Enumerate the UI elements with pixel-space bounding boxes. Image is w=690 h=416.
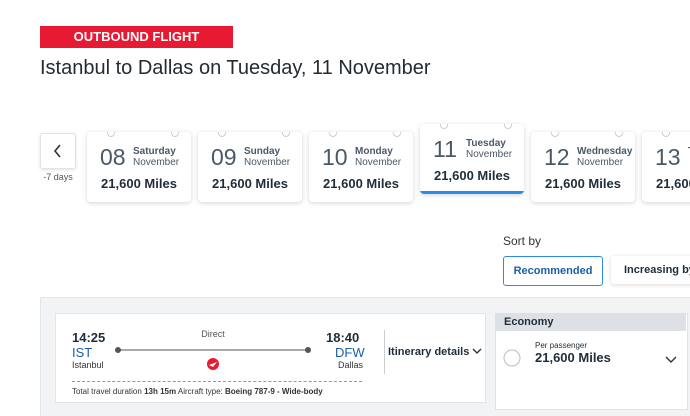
sort-label: Sort by <box>503 234 542 248</box>
date-price: 21,600 Miles <box>323 176 399 191</box>
selected-indicator <box>420 191 524 194</box>
weekday: Wednesday <box>577 146 633 157</box>
duration-label: Total travel duration <box>72 387 142 396</box>
calendar-ring <box>662 132 670 137</box>
cabin-text: Economy <box>504 316 554 328</box>
itinerary-details[interactable]: Itinerary details <box>388 346 482 358</box>
day-number: 11 <box>433 136 457 162</box>
date-price: 21,600 Miles <box>656 176 690 191</box>
calendar-ring <box>107 132 115 137</box>
aircraft: Boeing 787-9 - Wide-body <box>225 387 323 396</box>
calendar-ring <box>440 124 448 129</box>
date-card[interactable]: 10 Monday November 21,600 Miles <box>309 132 413 202</box>
sort-option[interactable]: Increasing by <box>611 256 690 284</box>
prev-button[interactable] <box>40 133 76 169</box>
calendar-ring <box>282 132 290 137</box>
fare-cabin: Economy <box>495 313 686 331</box>
page-title: Istanbul to Dallas on Tuesday, 11 Novemb… <box>40 57 431 79</box>
badge: OUTBOUND FLIGHT <box>40 26 233 48</box>
arrival-time: 18:40 <box>326 330 360 345</box>
day-number: 13 <box>655 144 681 170</box>
chevron-icon <box>472 348 482 354</box>
weekday: T <box>688 146 690 157</box>
day-number: 10 <box>322 144 348 170</box>
day-number: 09 <box>211 144 237 170</box>
calendar-ring <box>393 132 401 137</box>
duration: 13h 15m <box>144 387 177 396</box>
per-passenger: Per passenger <box>535 341 588 350</box>
travel-info: Total travel duration 13h 15m Aircraft t… <box>72 387 323 396</box>
month: November <box>355 157 402 168</box>
calendar-ring <box>218 132 226 137</box>
weekday: Sunday <box>244 146 281 157</box>
flight-card <box>55 313 486 403</box>
aircraft-label: Aircraft type: <box>177 387 223 396</box>
fare-price: 21,600 Miles <box>535 350 611 365</box>
route-line <box>115 347 311 370</box>
radio[interactable] <box>502 348 522 368</box>
day-number: 08 <box>100 144 126 170</box>
weekday: Monday <box>355 146 393 157</box>
date-price: 21,600 Miles <box>101 176 177 191</box>
departure-time: 14:25 <box>72 330 106 345</box>
calendar-ring <box>171 132 179 137</box>
month: November <box>466 149 513 160</box>
month: November <box>244 157 291 168</box>
date-card[interactable]: 13 T 21,600 Miles <box>642 132 690 202</box>
date-price: 21,600 Miles <box>212 176 288 191</box>
date-card[interactable]: 09 Sunday November 21,600 Miles <box>198 132 302 202</box>
calendar-ring <box>551 132 559 137</box>
date-card[interactable]: 12 Wednesday November 21,600 Miles <box>531 132 635 202</box>
date-price: 21,600 Miles <box>545 176 621 191</box>
calendar-ring <box>329 132 337 137</box>
weekday: Tuesday <box>466 138 506 149</box>
weekday: Saturday <box>133 146 176 157</box>
separator <box>384 330 385 374</box>
chevron-icon <box>665 356 677 363</box>
arrival-city: Dallas <box>338 360 364 370</box>
stop-info: Direct <box>201 329 225 339</box>
departure-city: Istanbul <box>72 360 104 370</box>
day-number: 12 <box>544 144 570 170</box>
month: November <box>133 157 180 168</box>
calendar-ring <box>615 132 623 137</box>
chevron-icon <box>53 144 61 158</box>
arrival-code: DFW <box>335 345 365 360</box>
departure-code: IST <box>72 345 93 360</box>
month: November <box>577 157 624 168</box>
divider <box>72 381 362 382</box>
calendar-ring <box>504 124 512 129</box>
date-price: 21,600 Miles <box>434 168 510 183</box>
date-card[interactable]: 11 Tuesday November 21,600 Miles <box>420 124 524 194</box>
details-text: Itinerary details <box>388 346 470 358</box>
sort-option[interactable]: Recommended <box>503 256 603 286</box>
prev-label: -7 days <box>43 172 73 182</box>
date-card[interactable]: 08 Saturday November 21,600 Miles <box>87 132 191 202</box>
